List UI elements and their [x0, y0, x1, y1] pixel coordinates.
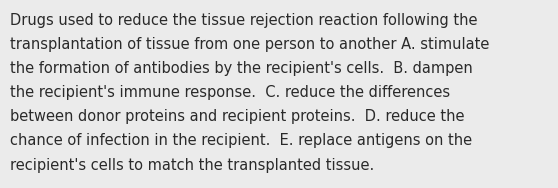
Text: the formation of antibodies by the recipient's cells.  B. dampen: the formation of antibodies by the recip…: [10, 61, 473, 76]
Text: Drugs used to reduce the tissue rejection reaction following the: Drugs used to reduce the tissue rejectio…: [10, 13, 478, 28]
Text: recipient's cells to match the transplanted tissue.: recipient's cells to match the transplan…: [10, 158, 374, 173]
Text: between donor proteins and recipient proteins.  D. reduce the: between donor proteins and recipient pro…: [10, 109, 465, 124]
Text: the recipient's immune response.  C. reduce the differences: the recipient's immune response. C. redu…: [10, 85, 450, 100]
Text: transplantation of tissue from one person to another A. stimulate: transplantation of tissue from one perso…: [10, 37, 489, 52]
Text: chance of infection in the recipient.  E. replace antigens on the: chance of infection in the recipient. E.…: [10, 133, 472, 149]
